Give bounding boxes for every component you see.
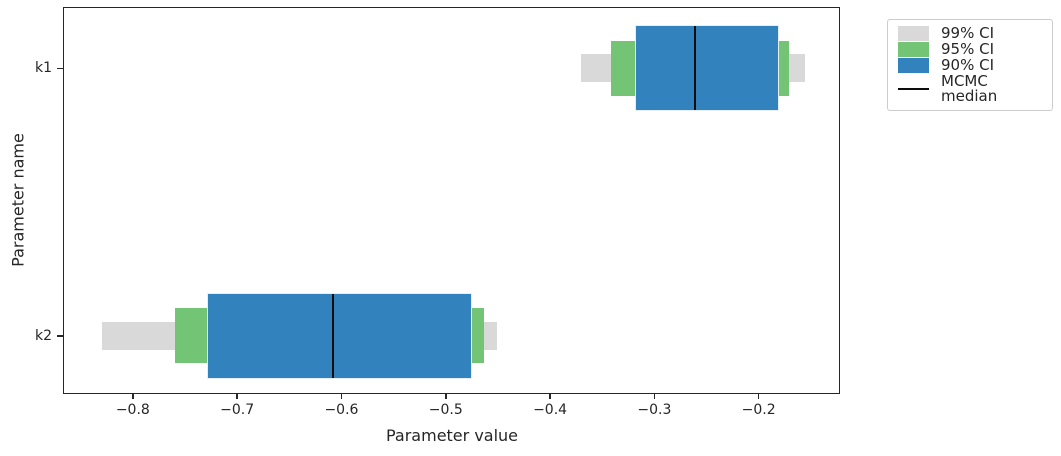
x-tick-label: −0.8 <box>115 402 150 418</box>
legend-label-99ci: 99% CI <box>941 23 995 42</box>
x-tick-mark <box>340 393 343 399</box>
legend-item-95ci: 95% CI <box>898 39 1042 58</box>
legend-swatch-95ci-icon <box>898 41 929 57</box>
ci-bar-90ci-k2 <box>207 293 471 378</box>
legend-label-95ci: 95% CI <box>941 39 995 58</box>
legend-label-90ci: 90% CI <box>941 56 995 75</box>
legend: 99% CI 95% CI 90% CI MCMC median <box>887 19 1053 111</box>
legend-swatch-99ci-icon <box>898 25 929 41</box>
ci-bar-90ci-k1 <box>635 26 779 111</box>
x-tick-label: −0.6 <box>324 402 359 418</box>
x-tick-mark <box>757 393 760 399</box>
x-tick-mark <box>653 393 656 399</box>
legend-swatch-mcmc-median-icon <box>898 82 929 97</box>
y-axis-title: Parameter name <box>8 133 28 267</box>
x-tick-label: −0.7 <box>220 402 255 418</box>
y-tick-mark <box>56 335 63 337</box>
x-axis-title: Parameter value <box>385 426 519 445</box>
x-tick-mark <box>132 393 134 399</box>
x-tick-mark <box>236 393 238 399</box>
x-tick-mark <box>549 393 551 399</box>
x-tick-mark <box>445 393 447 399</box>
legend-item-90ci: 90% CI <box>898 56 1042 75</box>
mcmc-median-line-k2 <box>331 293 335 378</box>
plot-area: −0.8 −0.7 −0.6 −0.5 −0.4 −0.3 −0.2 k1 k2 <box>35 7 840 418</box>
x-tick-label: −0.2 <box>741 402 776 418</box>
legend-item-99ci: 99% CI <box>898 23 1042 42</box>
x-tick-label: −0.5 <box>428 402 463 418</box>
y-tick-mark <box>56 67 63 69</box>
y-tick-label-k2: k2 <box>34 327 52 344</box>
mcmc-median-line-k1 <box>693 26 697 111</box>
legend-swatch-90ci-icon <box>898 58 929 74</box>
x-tick-label: −0.3 <box>637 402 672 418</box>
ci-bars-layer <box>64 8 839 393</box>
x-tick-label: −0.4 <box>533 402 568 418</box>
legend-label-mcmc-median: MCMC median <box>941 72 998 106</box>
y-tick-label-k1: k1 <box>34 60 52 77</box>
legend-item-mcmc-median: MCMC median <box>898 74 1042 104</box>
